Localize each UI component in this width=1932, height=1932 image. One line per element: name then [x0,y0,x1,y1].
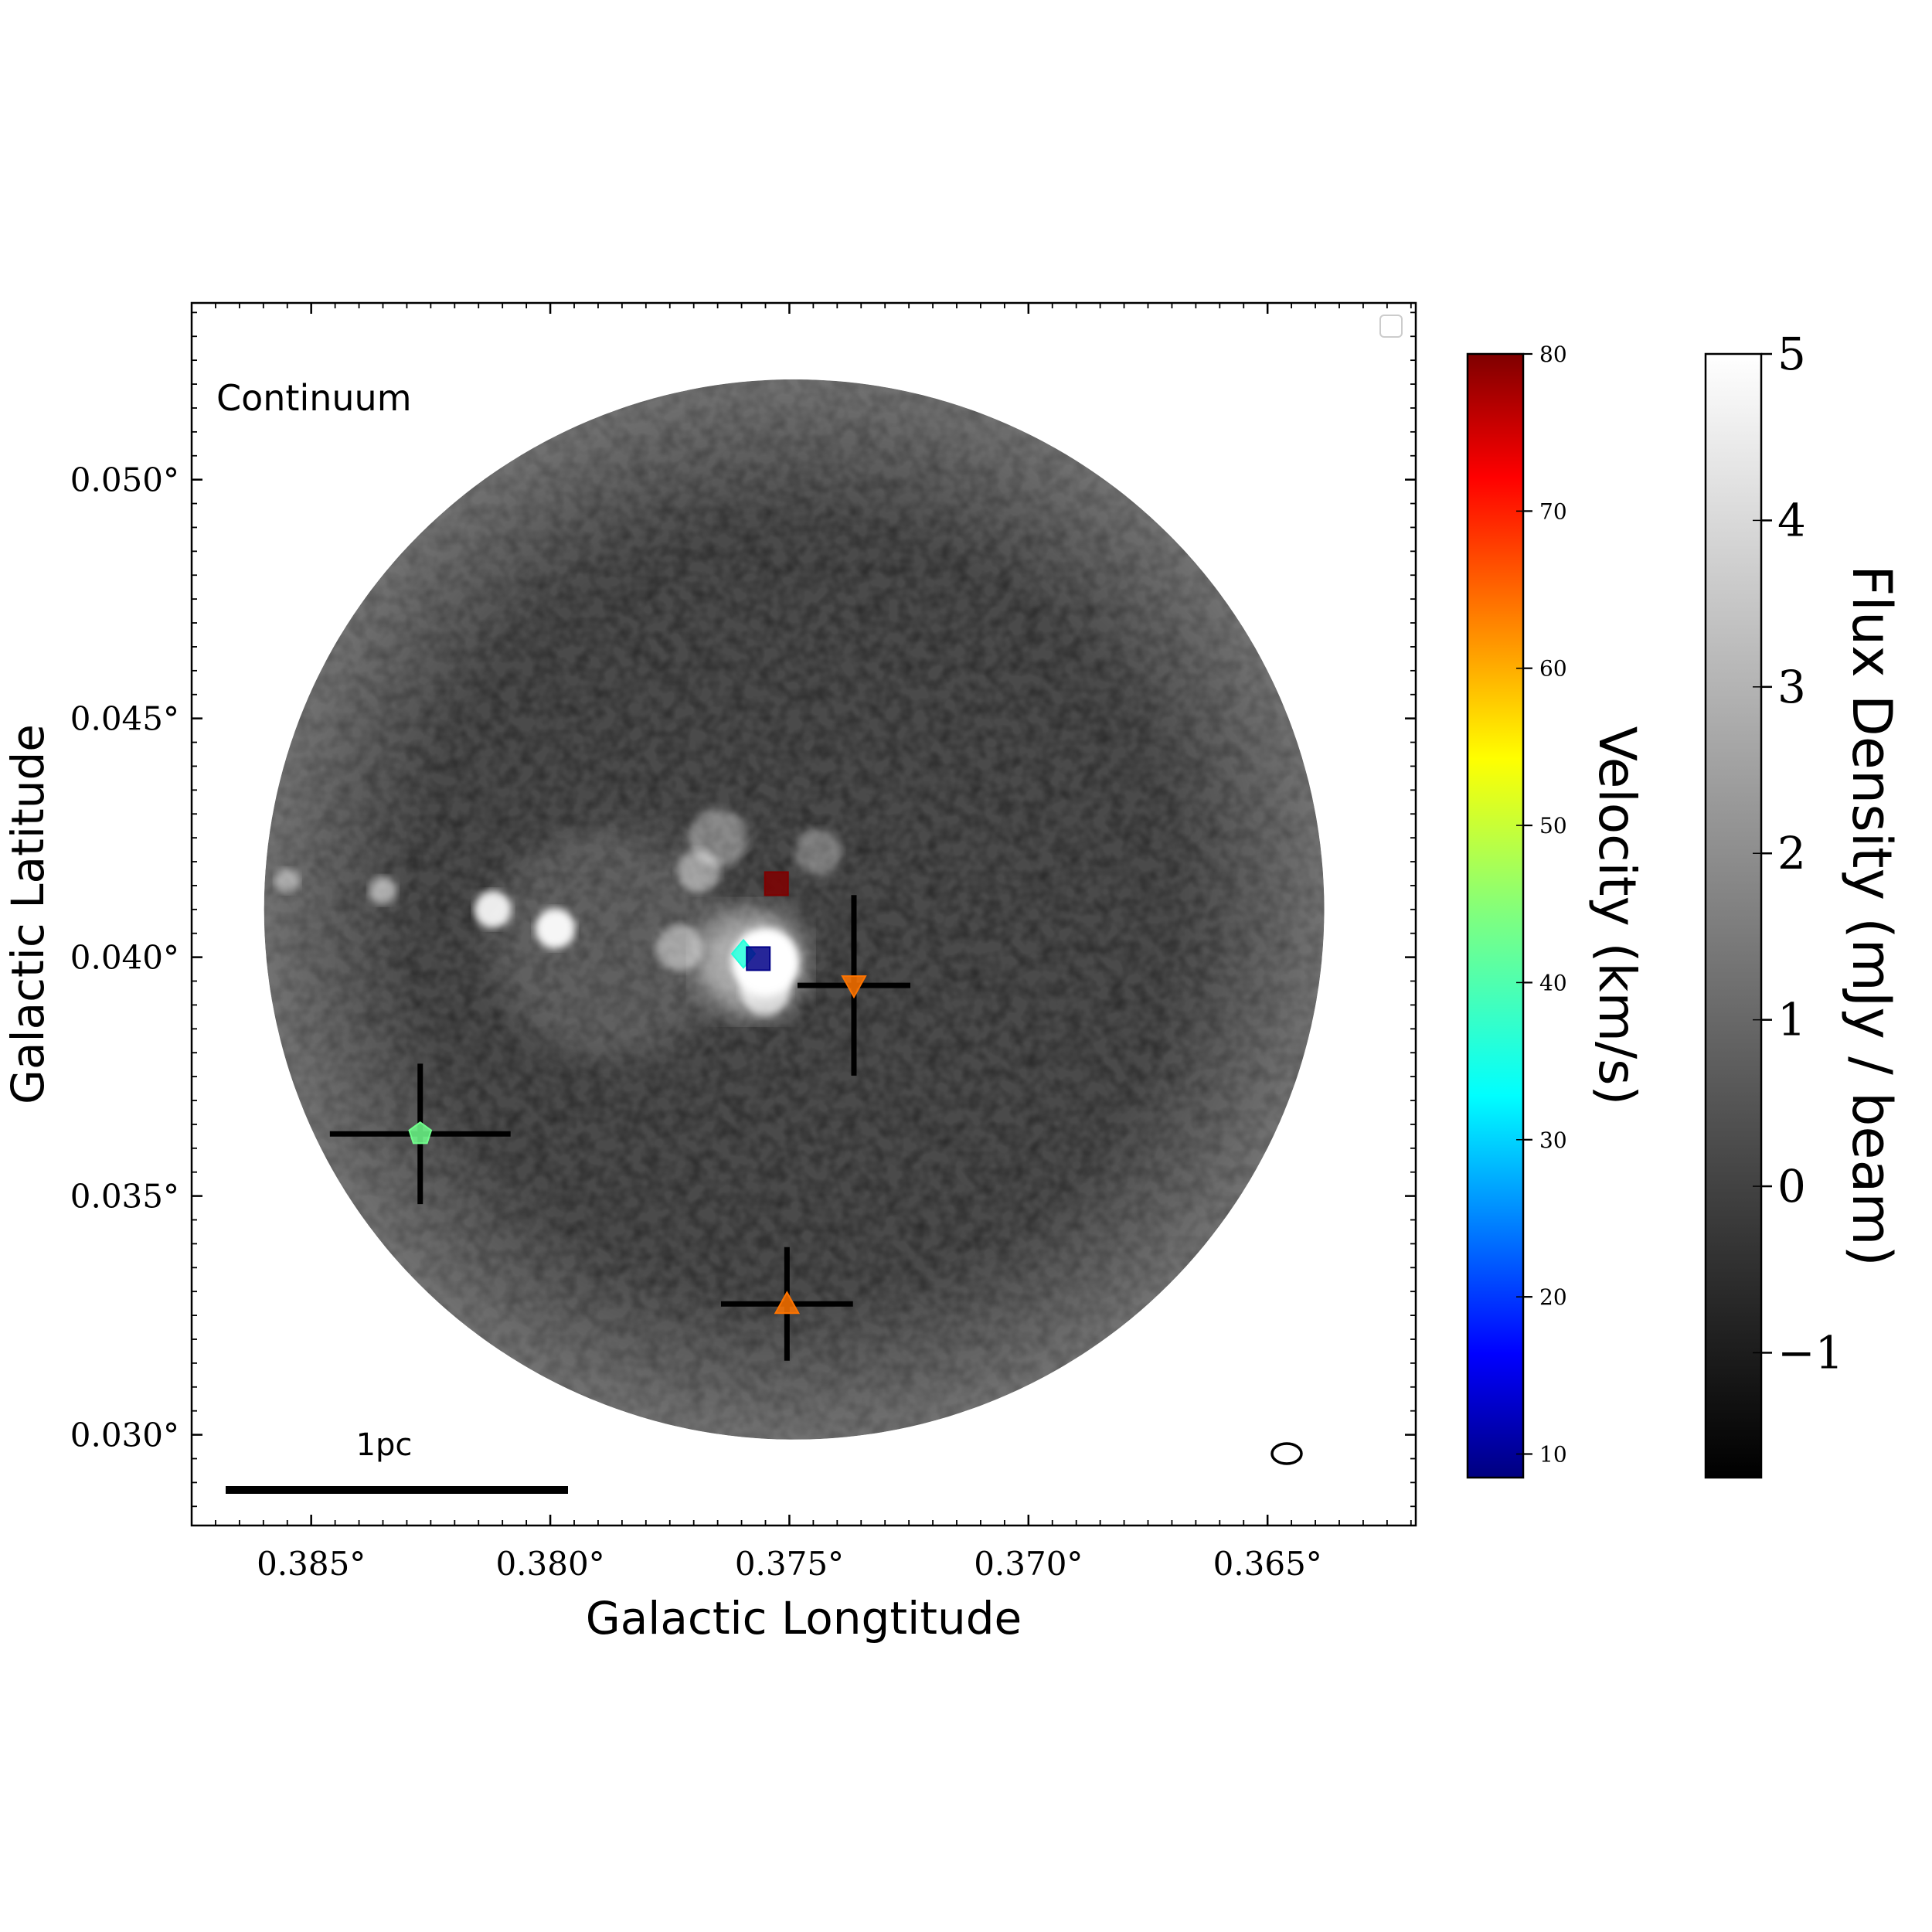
scale-bar: 1pc [226,1427,568,1494]
y-axis: 0.030° 0.035° 0.040° 0.045° 0.050° [70,461,1416,1454]
flux-colorbar-label: Flux Density (mJy / beam) [1840,565,1903,1267]
y-tick-label: 0.035° [70,1178,179,1216]
source-pentagon [329,1063,511,1205]
velocity-colorbar: 10 20 30 40 50 60 70 80 Velocity (km/s) [1466,342,1647,1479]
y-axis-label: Galactic Latitude [2,724,54,1104]
velocity-tick-label: 40 [1539,970,1567,995]
flux-tick-label: 3 [1777,661,1806,713]
source-square [746,946,771,971]
y-tick-label: 0.040° [70,939,179,977]
legend-box [1379,315,1403,338]
velocity-tick-label: 50 [1539,813,1567,838]
x-tick-label: 0.385° [257,1545,366,1583]
x-tick-label: 0.380° [495,1545,604,1583]
source-marker [746,946,771,971]
x-tick-label: 0.365° [1213,1545,1322,1583]
plot-frame [190,301,1417,1527]
velocity-tick-label: 20 [1539,1284,1567,1310]
flux-colorbar-gradient [1704,352,1763,1479]
velocity-tick-label: 30 [1539,1128,1567,1153]
flux-tick-label: −1 [1777,1326,1844,1379]
source-square [764,871,789,896]
flux-tick-label: 4 [1777,494,1806,546]
source-triangle-up [720,1247,853,1361]
velocity-tick-label: 10 [1539,1441,1567,1467]
flux-colorbar: −1 0 1 2 3 4 5 Flux Density (mJy / beam) [1704,328,1903,1479]
beam-ellipse [1270,1442,1303,1465]
velocity-colorbar-gradient [1466,352,1525,1479]
flux-tick-label: 1 [1777,994,1806,1046]
x-tick-label: 0.370° [974,1545,1083,1583]
minor-ticks [191,303,1416,1526]
velocity-tick-label: 60 [1539,656,1567,682]
y-tick-label: 0.045° [70,700,179,738]
flux-tick-label: 5 [1777,328,1806,380]
flux-tick-label: 0 [1777,1160,1806,1213]
source-marker [841,975,867,999]
y-tick-label: 0.030° [70,1417,179,1454]
velocity-tick-label: 70 [1539,498,1567,524]
source-marker [764,871,789,896]
panel-label: Continuum [216,377,412,419]
sources [329,871,910,1361]
velocity-tick-label: 80 [1539,342,1567,367]
source-marker [408,1121,433,1145]
x-tick-label: 0.375° [735,1545,844,1583]
source-triangle-down [797,895,910,1076]
y-tick-label: 0.050° [70,461,179,499]
flux-tick-label: 2 [1777,827,1806,879]
velocity-colorbar-label: Velocity (km/s) [1587,726,1647,1106]
x-axis-label: Galactic Longtitude [586,1592,1022,1645]
x-axis: 0.385° 0.380° 0.375° 0.370° 0.365° [257,303,1322,1583]
continuum-image [264,379,1325,1440]
source-marker [774,1291,801,1315]
scale-bar-label: 1pc [356,1427,413,1463]
